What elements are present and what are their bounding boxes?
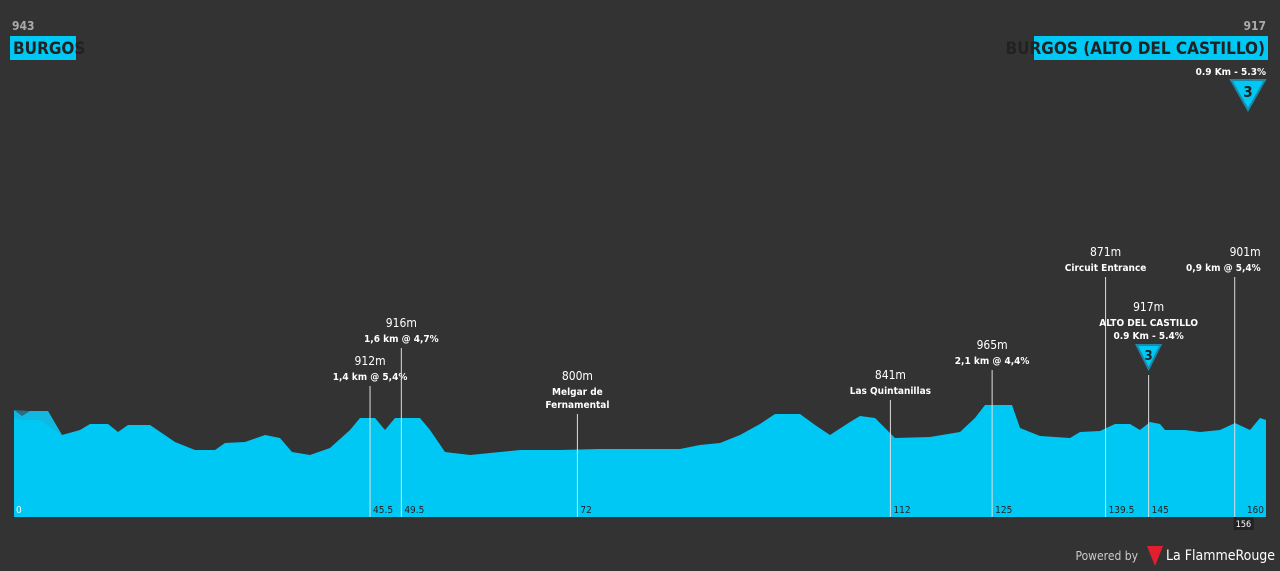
km-label: 72	[580, 505, 591, 516]
finish-badge	[1229, 79, 1267, 113]
marker-altitude: 901m	[1230, 245, 1261, 259]
start-box	[10, 36, 76, 60]
marker-label: Fernamental	[545, 400, 609, 411]
marker-altitude: 841m	[875, 368, 906, 382]
km-label: 49.5	[404, 505, 424, 516]
km-label: 156	[1236, 520, 1251, 530]
marker-altitude: 871m	[1090, 245, 1121, 259]
marker-altitude: 965m	[977, 338, 1008, 352]
profile	[14, 405, 1266, 517]
marker-label: 0,9 km @ 5,4%	[1186, 263, 1261, 274]
km-label: 45.5	[373, 505, 393, 516]
finish-climb: 0.9 Km - 5.3%	[1196, 67, 1266, 78]
km-label: 125	[995, 505, 1012, 516]
markers: 1,4 km @ 5,4% 912m 45.5 1,6 km @ 4,7% 916m 49…	[333, 245, 1264, 530]
profile-shade	[14, 410, 62, 435]
marker-label: Circuit Entrance	[1065, 263, 1147, 274]
marker-label: Las Quintanillas	[850, 386, 931, 397]
brand-logo	[1147, 546, 1163, 566]
marker-label: 0.9 Km - 5.4%	[1113, 331, 1183, 342]
km-label: 139.5	[1109, 505, 1135, 516]
start-altitude: 943	[12, 19, 35, 33]
finish-category: 3	[1243, 83, 1252, 101]
finish-name: BURGOS (ALTO DEL CASTILLO)	[1005, 39, 1265, 59]
marker-label: Melgar de	[552, 387, 603, 398]
marker-label: 1,6 km @ 4,7%	[364, 334, 439, 345]
km-box	[1233, 517, 1254, 530]
km-label: 160	[1247, 505, 1264, 516]
marker-altitude: 917m	[1133, 300, 1164, 314]
finish-box	[1034, 36, 1268, 60]
start-name: BURGOS	[13, 39, 85, 59]
km-label: 112	[893, 505, 910, 516]
km-label: 0	[16, 505, 22, 516]
powered-by: Powered by	[1075, 549, 1138, 563]
marker-label: 2,1 km @ 4,4%	[955, 356, 1030, 367]
marker-altitude: 916m	[386, 316, 417, 330]
brand: La FlammeRouge	[1166, 548, 1275, 564]
finish-altitude: 917	[1243, 19, 1266, 33]
marker-label: 1,4 km @ 5,4%	[333, 372, 408, 383]
category: 3	[1145, 349, 1153, 364]
category-badge	[1135, 344, 1163, 372]
km-label: 145	[1152, 505, 1169, 516]
marker-label: ALTO DEL CASTILLO	[1099, 318, 1198, 329]
marker-altitude: 912m	[354, 354, 385, 368]
marker-altitude: 800m	[562, 369, 593, 383]
